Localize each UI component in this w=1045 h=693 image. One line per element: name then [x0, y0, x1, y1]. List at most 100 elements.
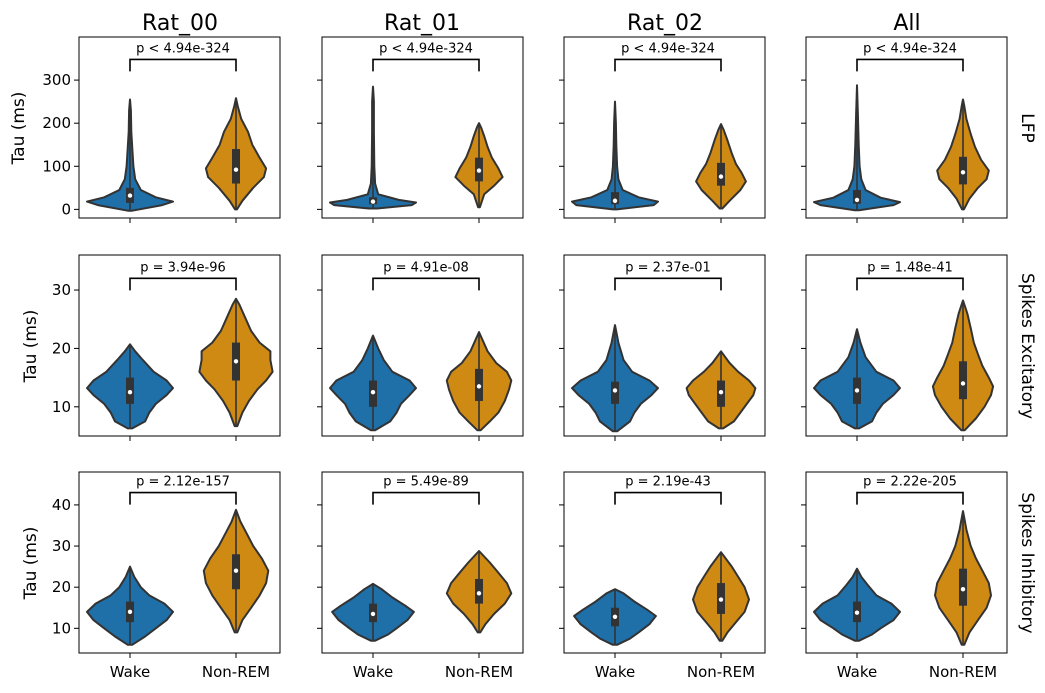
p-value-annotation: p < 4.94e-324: [621, 41, 715, 56]
p-value-annotation: p = 1.48e-41: [867, 260, 953, 275]
median-dot-non-rem: [960, 381, 966, 386]
y-axis-label-spikes-inhibitory: Tau (ms): [21, 527, 41, 601]
axes-frame: [563, 254, 766, 437]
significance-bracket: [372, 58, 480, 72]
row-label-spikes-inhibitory: Spikes Inhibitory: [1017, 492, 1037, 633]
iqr-box-wake: [611, 381, 619, 404]
p-value-annotation: p < 4.94e-324: [863, 41, 957, 56]
iqr-box-wake: [611, 192, 619, 205]
panel-lfp-rat-01: p < 4.94e-324: [317, 36, 524, 223]
x-tick-label-non-rem: Non-REM: [445, 663, 513, 681]
axes-frame: [321, 254, 524, 437]
column-title-rat-02: Rat_02: [627, 11, 703, 36]
y-tick-label: 30: [52, 281, 71, 299]
iqr-box-non-rem: [717, 162, 725, 186]
p-value-annotation: p = 2.19e-43: [625, 475, 711, 490]
panel-spikes-inhibitory-rat-01: p = 5.49e-89 Wake Non-REM: [317, 471, 524, 681]
y-tick-label: 200: [42, 114, 71, 132]
y-tick-label: 20: [52, 578, 71, 596]
p-value-annotation: p = 2.12e-157: [136, 475, 230, 490]
axes-frame: [805, 254, 1008, 437]
significance-bracket: [129, 277, 237, 291]
significance-bracket: [856, 58, 964, 72]
x-tick-label-non-rem: Non-REM: [202, 663, 270, 681]
p-value-annotation: p = 4.91e-08: [383, 260, 469, 275]
significance-bracket: [129, 58, 237, 72]
median-dot-non-rem: [960, 170, 966, 175]
p-value-annotation: p = 2.22e-205: [863, 475, 957, 490]
p-value-annotation: p = 5.49e-89: [383, 475, 469, 490]
axes-frame: [563, 36, 766, 219]
y-axis-label-spikes-excitatory: Tau (ms): [21, 310, 41, 384]
axes-frame: [78, 471, 281, 654]
median-dot-non-rem: [476, 168, 482, 173]
y-tick-label: 40: [52, 496, 71, 514]
median-dot-wake: [370, 390, 376, 395]
p-value-annotation: p = 3.94e-96: [140, 260, 226, 275]
axes-frame: [563, 471, 766, 654]
median-dot-non-rem: [718, 390, 724, 395]
panel-lfp-all: p < 4.94e-324: [801, 36, 1008, 223]
panel-spikes-excitatory-rat-01: p = 4.91e-08: [317, 254, 524, 441]
iqr-box-non-rem: [959, 361, 967, 400]
median-dot-wake: [612, 198, 618, 203]
panel-lfp-rat-02: p < 4.94e-324: [559, 36, 766, 223]
median-dot-wake: [370, 611, 376, 617]
y-tick-label: 100: [42, 157, 71, 175]
iqr-box-non-rem: [232, 149, 240, 184]
p-value-annotation: p = 2.37e-01: [625, 260, 711, 275]
y-axis-labels: Tau (ms) Tau (ms) Tau (ms): [9, 92, 41, 601]
y-tick-label: 20: [52, 339, 71, 357]
median-dot-non-rem: [476, 591, 482, 596]
panel-grid: 0 100 200 300 p < 4.94e-324 p < 4.94e-324 p < …: [42, 36, 1008, 681]
axes-frame: [805, 36, 1008, 219]
significance-bracket: [856, 277, 964, 291]
panel-lfp-rat-00: 0 100 200 300 p < 4.94e-324: [42, 36, 281, 223]
panel-spikes-excitatory-rat-00: 10 20 30 p = 3.94e-96: [52, 254, 281, 441]
p-value-annotation: p < 4.94e-324: [379, 41, 473, 56]
column-titles: Rat_00 Rat_01 Rat_02 All: [142, 11, 921, 36]
median-dot-non-rem: [718, 174, 724, 179]
column-title-rat-01: Rat_01: [384, 11, 460, 36]
significance-bracket: [614, 58, 722, 72]
x-tick-label-non-rem: Non-REM: [687, 663, 755, 681]
row-label-lfp: LFP: [1017, 113, 1037, 143]
axes-frame: [321, 36, 524, 219]
axes-frame: [78, 36, 281, 219]
x-tick-label-wake: Wake: [353, 663, 393, 681]
y-tick-label: 30: [52, 537, 71, 555]
panel-spikes-inhibitory-all: p = 2.22e-205 Wake Non-REM: [801, 471, 1008, 681]
row-label-spikes-excitatory: Spikes Excitatory: [1017, 273, 1037, 419]
panel-spikes-inhibitory-rat-02: p = 2.19e-43 Wake Non-REM: [559, 471, 766, 681]
y-axis-label-lfp: Tau (ms): [9, 92, 29, 166]
median-dot-wake: [127, 609, 133, 615]
y-tick-label: 300: [42, 71, 71, 89]
significance-bracket: [856, 491, 964, 505]
column-title-all: All: [893, 11, 920, 36]
significance-bracket: [372, 277, 480, 291]
column-title-rat-00: Rat_00: [142, 11, 218, 36]
significance-bracket: [614, 277, 722, 291]
y-tick-label: 0: [61, 200, 71, 218]
significance-bracket: [129, 491, 237, 505]
significance-bracket: [372, 491, 480, 505]
median-dot-non-rem: [233, 167, 239, 172]
median-dot-wake: [854, 610, 860, 615]
median-dot-wake: [612, 388, 618, 393]
median-dot-wake: [127, 193, 133, 198]
median-dot-non-rem: [718, 597, 724, 602]
median-dot-non-rem: [960, 587, 966, 592]
x-tick-label-wake: Wake: [595, 663, 635, 681]
panel-spikes-inhibitory-rat-00: 10 20 30 40 p = 2.12e-157 Wake Non-REM: [52, 471, 281, 681]
median-dot-non-rem: [233, 568, 239, 573]
median-dot-wake: [854, 388, 860, 393]
median-dot-wake: [370, 199, 376, 204]
p-value-annotation: p < 4.94e-324: [136, 41, 230, 56]
panel-spikes-excitatory-rat-02: p = 2.37e-01: [559, 254, 766, 441]
median-dot-non-rem: [476, 384, 482, 389]
axes-frame: [805, 471, 1008, 654]
axes-frame: [78, 254, 281, 437]
median-dot-non-rem: [233, 359, 239, 364]
x-tick-label-wake: Wake: [110, 663, 150, 681]
